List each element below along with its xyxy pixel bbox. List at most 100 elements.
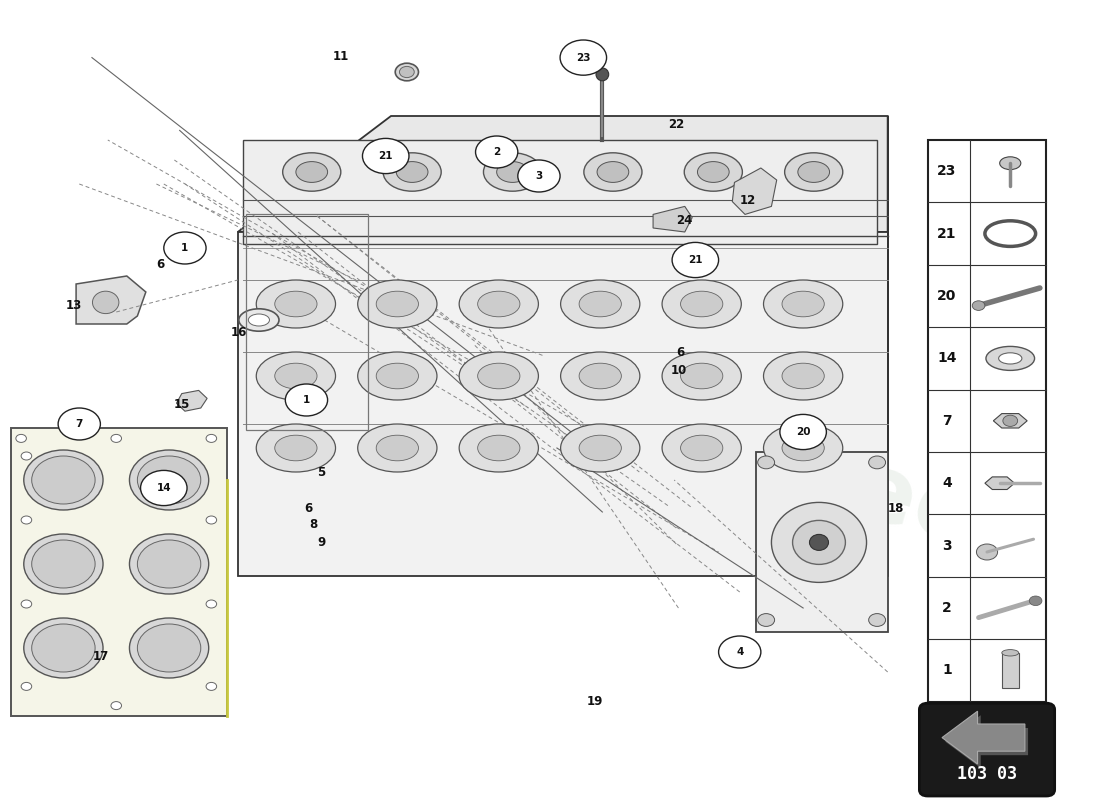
Polygon shape [945,715,1028,768]
Ellipse shape [782,291,824,317]
Text: 2: 2 [942,601,952,615]
Text: 1: 1 [302,395,310,405]
Ellipse shape [579,291,621,317]
Circle shape [141,470,187,506]
Circle shape [111,434,121,442]
Ellipse shape [763,280,843,328]
Ellipse shape [32,456,95,504]
Ellipse shape [798,162,829,182]
Ellipse shape [275,363,317,389]
Ellipse shape [399,66,415,78]
Ellipse shape [793,521,846,565]
Polygon shape [984,477,1014,490]
Text: europeees: europeees [478,347,1043,581]
Text: 4: 4 [942,476,952,490]
Ellipse shape [1000,157,1021,170]
Ellipse shape [32,624,95,672]
Ellipse shape [763,352,843,400]
Text: 23: 23 [937,164,957,178]
Ellipse shape [24,450,103,510]
Circle shape [111,702,121,710]
Text: 1: 1 [182,243,188,253]
Text: 21: 21 [937,226,957,241]
Ellipse shape [662,280,741,328]
Bar [246,214,367,430]
Text: 21: 21 [378,151,393,161]
Text: 14: 14 [937,351,957,366]
Circle shape [363,138,409,174]
Text: 7: 7 [76,419,82,429]
Ellipse shape [579,435,621,461]
Ellipse shape [596,68,608,81]
Ellipse shape [477,291,520,317]
Ellipse shape [376,435,418,461]
Circle shape [21,452,32,460]
Circle shape [285,384,328,416]
Text: 5: 5 [317,466,326,478]
Ellipse shape [459,424,538,472]
Circle shape [21,516,32,524]
Circle shape [672,242,718,278]
Ellipse shape [395,63,418,81]
Circle shape [206,600,217,608]
Ellipse shape [782,363,824,389]
Ellipse shape [376,291,418,317]
Text: 6: 6 [305,502,312,514]
Circle shape [206,682,217,690]
Circle shape [21,600,32,608]
Text: 9: 9 [317,536,326,549]
Ellipse shape [681,291,723,317]
Text: 23: 23 [576,53,591,62]
Circle shape [206,516,217,524]
Ellipse shape [256,280,336,328]
Text: 1: 1 [942,663,952,678]
Ellipse shape [296,162,328,182]
Ellipse shape [697,162,729,182]
Ellipse shape [763,424,843,472]
Ellipse shape [986,346,1035,370]
Ellipse shape [130,618,209,678]
Text: 20: 20 [796,427,811,437]
Text: 6: 6 [156,258,165,270]
Text: 22: 22 [668,118,684,130]
Text: 4: 4 [736,647,744,657]
Circle shape [780,414,826,450]
Circle shape [518,160,560,192]
Circle shape [758,614,774,626]
Circle shape [15,434,26,442]
Ellipse shape [358,424,437,472]
Ellipse shape [497,162,528,182]
Ellipse shape [130,450,209,510]
Ellipse shape [477,363,520,389]
Text: 8: 8 [309,518,318,530]
Polygon shape [176,390,207,411]
Ellipse shape [138,624,201,672]
Polygon shape [238,116,888,232]
Circle shape [869,456,886,469]
Ellipse shape [24,618,103,678]
Ellipse shape [810,534,828,550]
Ellipse shape [662,424,741,472]
Circle shape [475,136,518,168]
Circle shape [1003,415,1018,426]
Ellipse shape [584,153,642,191]
Text: 103 03: 103 03 [957,765,1018,782]
Text: 15: 15 [174,398,189,410]
Text: 3: 3 [536,171,542,181]
Polygon shape [653,206,692,232]
Ellipse shape [92,291,119,314]
Circle shape [972,301,984,310]
Ellipse shape [24,534,103,594]
FancyBboxPatch shape [920,703,1055,796]
Ellipse shape [579,363,621,389]
Ellipse shape [275,291,317,317]
Ellipse shape [256,424,336,472]
Ellipse shape [484,153,541,191]
Text: 19: 19 [586,695,603,708]
Text: 2: 2 [493,147,500,157]
Ellipse shape [459,280,538,328]
Ellipse shape [256,352,336,400]
Circle shape [164,232,206,264]
Circle shape [718,636,761,668]
Polygon shape [756,452,888,632]
